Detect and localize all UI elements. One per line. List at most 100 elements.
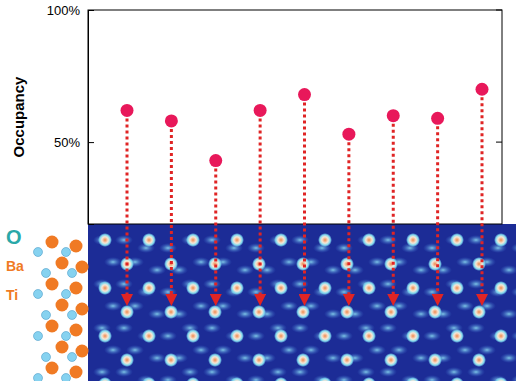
- image-blob: [93, 367, 111, 377]
- image-blob: [247, 375, 265, 381]
- atom: [34, 290, 43, 299]
- y-axis: 50%100%: [47, 3, 94, 225]
- image-atom: [362, 281, 376, 295]
- atom: [70, 324, 83, 337]
- arrow: [481, 97, 484, 300]
- image-blob: [247, 331, 265, 341]
- image-atom: [384, 257, 398, 271]
- image-blob: [247, 243, 265, 253]
- image-atom: [494, 233, 508, 247]
- image-blob: [247, 287, 265, 297]
- image-atom: [406, 377, 420, 381]
- image-blob: [324, 265, 342, 275]
- data-point: [209, 154, 222, 167]
- stem-image: [88, 224, 516, 381]
- image-blob: [500, 265, 516, 275]
- atom: [42, 269, 51, 278]
- image-atom: [98, 281, 112, 295]
- image-blob: [412, 265, 430, 275]
- image-atom: [428, 257, 442, 271]
- atom: [70, 240, 83, 253]
- image-atom: [428, 353, 442, 367]
- image-blob: [357, 367, 375, 377]
- y-tick-mark: [88, 10, 94, 11]
- image-blob: [324, 353, 342, 363]
- image-atom: [230, 233, 244, 247]
- annotation: Ti: [6, 287, 18, 303]
- annotation: O: [6, 226, 22, 248]
- arrow: [303, 103, 306, 300]
- arrow: [214, 169, 217, 300]
- points: [121, 83, 489, 167]
- image-blob: [192, 257, 210, 267]
- image-atom: [494, 281, 508, 295]
- image-atom: [472, 257, 486, 271]
- y-tick-mark: [88, 142, 94, 143]
- image-blob: [379, 323, 397, 333]
- arrow: [392, 124, 395, 300]
- image-atom: [472, 353, 486, 367]
- image-atom: [494, 329, 508, 343]
- image-blob: [269, 367, 287, 377]
- image-atom: [318, 377, 332, 381]
- image-blob: [115, 323, 133, 333]
- image-atom: [340, 257, 354, 271]
- image-atom: [164, 305, 178, 319]
- image-blob: [467, 323, 485, 333]
- y-axis-line: [89, 11, 95, 225]
- image-blob: [148, 353, 166, 363]
- figure: OBaTi50%100%Occupancy: [0, 0, 516, 381]
- image-blob: [456, 257, 474, 267]
- image-blob: [412, 353, 430, 363]
- image-atom: [296, 305, 310, 319]
- image-blob: [159, 375, 177, 381]
- image-atom: [406, 281, 420, 295]
- atom: [68, 353, 77, 362]
- atom: [62, 290, 71, 299]
- image-blob: [236, 309, 254, 319]
- image-blob: [379, 367, 397, 377]
- image-atom: [230, 329, 244, 343]
- image-atom: [428, 305, 442, 319]
- image-atom: [340, 305, 354, 319]
- y-tick-mark-right: [496, 10, 502, 11]
- image-blob: [467, 367, 485, 377]
- image-blob: [148, 265, 166, 275]
- data-point: [387, 109, 400, 122]
- atom: [56, 299, 69, 312]
- image-blob: [423, 375, 441, 381]
- image-blob: [511, 287, 516, 297]
- data-point: [431, 112, 444, 125]
- image-blob: [104, 257, 122, 267]
- image-atom: [164, 353, 178, 367]
- image-blob: [115, 367, 133, 377]
- atom: [70, 282, 83, 295]
- image-atom: [450, 281, 464, 295]
- image-blob: [236, 353, 254, 363]
- image-blob: [291, 235, 309, 245]
- image-blob: [203, 279, 221, 289]
- arrow: [347, 142, 350, 300]
- data-point: [298, 88, 311, 101]
- image-blob: [192, 301, 210, 311]
- image-blob: [148, 309, 166, 319]
- image-atom: [384, 353, 398, 367]
- atom: [68, 269, 77, 278]
- image-atom: [120, 305, 134, 319]
- image-atom: [186, 281, 200, 295]
- atom: [56, 341, 69, 354]
- atom: [70, 366, 83, 379]
- image-atom: [362, 233, 376, 247]
- atom: [42, 311, 51, 320]
- atom: [46, 362, 59, 375]
- image-atom: [208, 305, 222, 319]
- image-blob: [280, 257, 298, 267]
- image-blob: [368, 345, 386, 355]
- image-blob: [181, 367, 199, 377]
- arrows: [127, 97, 482, 300]
- image-blob: [159, 243, 177, 253]
- atom: [46, 320, 59, 333]
- atom: [34, 248, 43, 257]
- atom: [46, 236, 59, 249]
- data-point: [165, 114, 178, 127]
